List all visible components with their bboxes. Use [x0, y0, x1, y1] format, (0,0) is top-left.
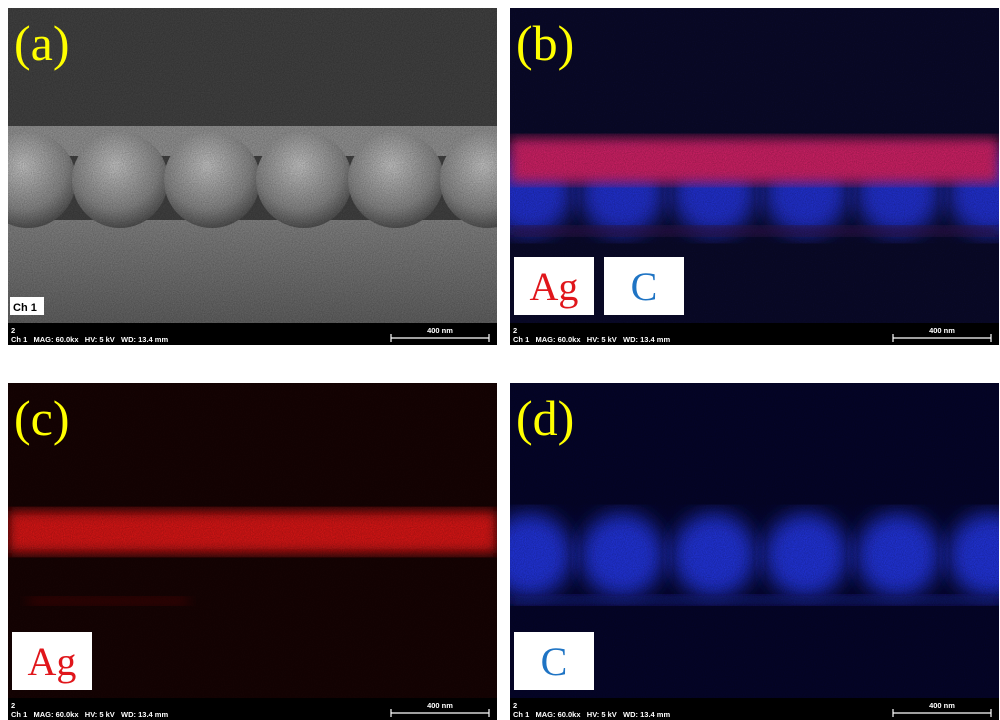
footer-info: Ch 1 MAG: 60.0kx HV: 5 kV WD: 13.4 mm — [11, 710, 168, 719]
panel-label: (d) — [516, 390, 574, 446]
footer-id: 2 — [11, 701, 15, 710]
footer-info: Ch 1 MAG: 60.0kx HV: 5 kV WD: 13.4 mm — [11, 335, 168, 344]
legend-label: Ag — [28, 639, 77, 684]
panel-label: (b) — [516, 15, 574, 71]
figure: (a)Ch 12Ch 1 MAG: 60.0kx HV: 5 kV WD: 13… — [0, 0, 1000, 720]
footer-id: 2 — [513, 701, 517, 710]
panel: (c) Ag 2Ch 1 MAG: 60.0kx HV: 5 kV WD: 13.4… — [8, 383, 497, 720]
scale-label: 400 nm — [427, 701, 453, 710]
footer-info: Ch 1 MAG: 60.0kx HV: 5 kV WD: 13.4 mm — [513, 710, 670, 719]
legend-label: Ag — [530, 264, 579, 309]
scale-label: 400 nm — [929, 701, 955, 710]
scale-label: 400 nm — [929, 326, 955, 335]
legend-label: C — [541, 639, 568, 684]
panel-label: (a) — [14, 15, 70, 71]
footer-id: 2 — [11, 326, 15, 335]
footer-info: Ch 1 MAG: 60.0kx HV: 5 kV WD: 13.4 mm — [513, 335, 670, 344]
footer-id: 2 — [513, 326, 517, 335]
scale-label: 400 nm — [427, 326, 453, 335]
tag: Ch 1 — [13, 302, 37, 314]
legend-label: C — [631, 264, 658, 309]
panel: (d) C 2Ch 1 MAG: 60.0kx HV: 5 kV WD: 13.4 … — [488, 383, 1000, 720]
panel: (b) Ag C 2Ch 1 MAG: 60.0kx HV: 5 kV WD: 13.… — [488, 8, 1000, 345]
texture — [8, 8, 497, 345]
panel-label: (c) — [14, 390, 70, 446]
